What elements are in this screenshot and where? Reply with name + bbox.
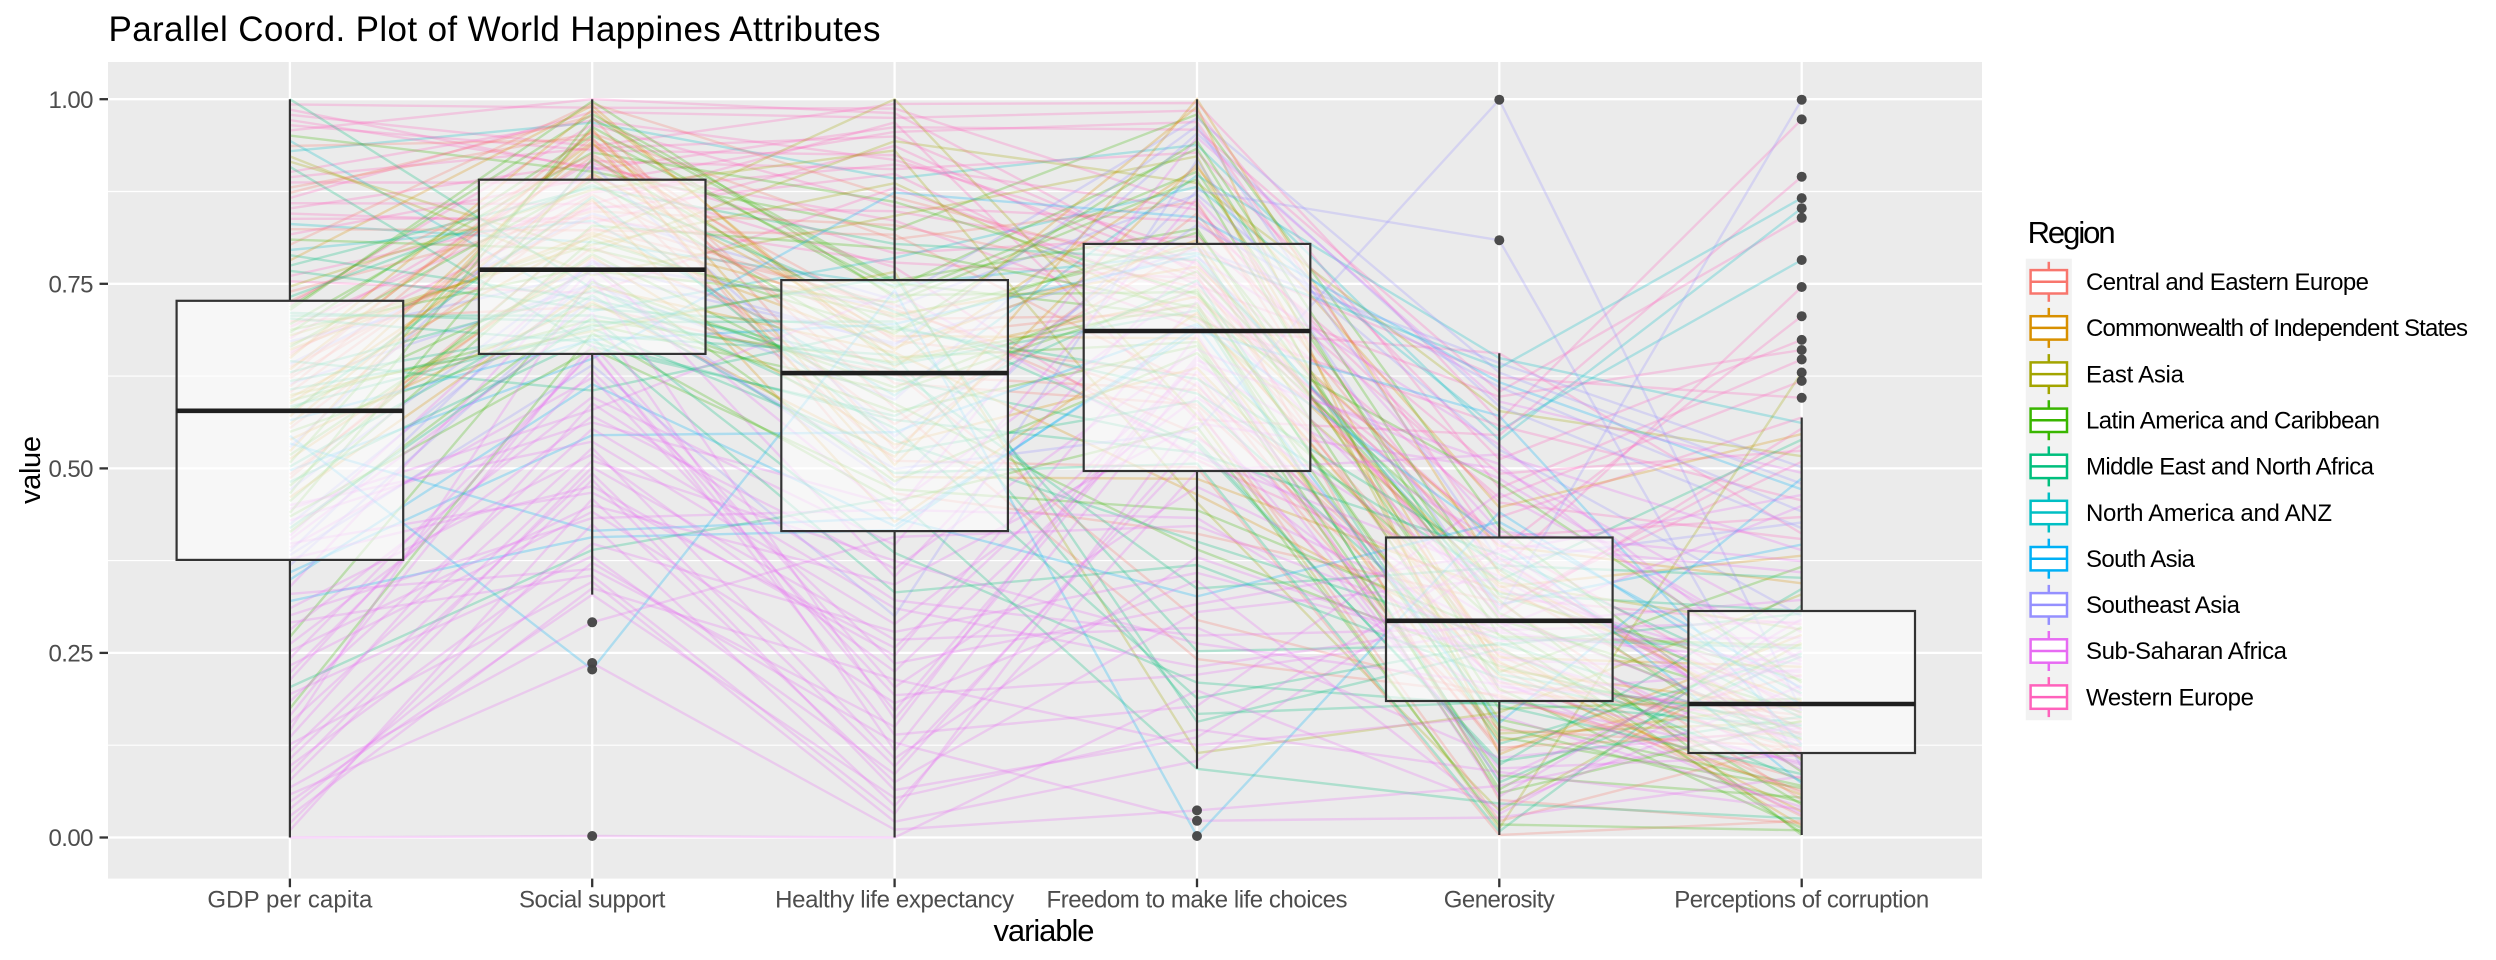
svg-text:Middle East and North Africa: Middle East and North Africa — [2086, 454, 2375, 481]
svg-text:Commonwealth of Independent St: Commonwealth of Independent States — [2086, 315, 2468, 342]
svg-text:0.00: 0.00 — [49, 825, 94, 852]
svg-text:Sub-Saharan Africa: Sub-Saharan Africa — [2086, 638, 2288, 665]
svg-text:Healthy life expectancy: Healthy life expectancy — [775, 887, 1014, 914]
svg-text:variable: variable — [994, 913, 1095, 948]
svg-text:1.00: 1.00 — [49, 87, 94, 114]
svg-text:Latin America and Caribbean: Latin America and Caribbean — [2086, 407, 2380, 434]
svg-text:value: value — [15, 436, 47, 504]
svg-text:Social support: Social support — [519, 887, 666, 914]
svg-text:Perceptions of corruption: Perceptions of corruption — [1674, 887, 1929, 914]
svg-text:Central and Eastern Europe: Central and Eastern Europe — [2086, 269, 2369, 296]
svg-text:0.75: 0.75 — [49, 272, 94, 299]
svg-text:Region: Region — [2028, 215, 2116, 250]
svg-text:0.50: 0.50 — [49, 456, 94, 483]
svg-text:Freedom to make life choices: Freedom to make life choices — [1047, 887, 1348, 914]
svg-text:Parallel Coord. Plot of World: Parallel Coord. Plot of World Happines A… — [109, 10, 881, 49]
svg-text:Southeast Asia: Southeast Asia — [2086, 592, 2241, 619]
svg-text:Western Europe: Western Europe — [2086, 684, 2254, 711]
svg-text:South Asia: South Asia — [2086, 546, 2196, 573]
svg-text:East Asia: East Asia — [2086, 361, 2185, 388]
svg-text:0.25: 0.25 — [49, 641, 94, 668]
svg-text:Generosity: Generosity — [1444, 887, 1555, 914]
svg-text:North America and ANZ: North America and ANZ — [2086, 500, 2332, 527]
svg-text:GDP per capita: GDP per capita — [207, 887, 373, 914]
